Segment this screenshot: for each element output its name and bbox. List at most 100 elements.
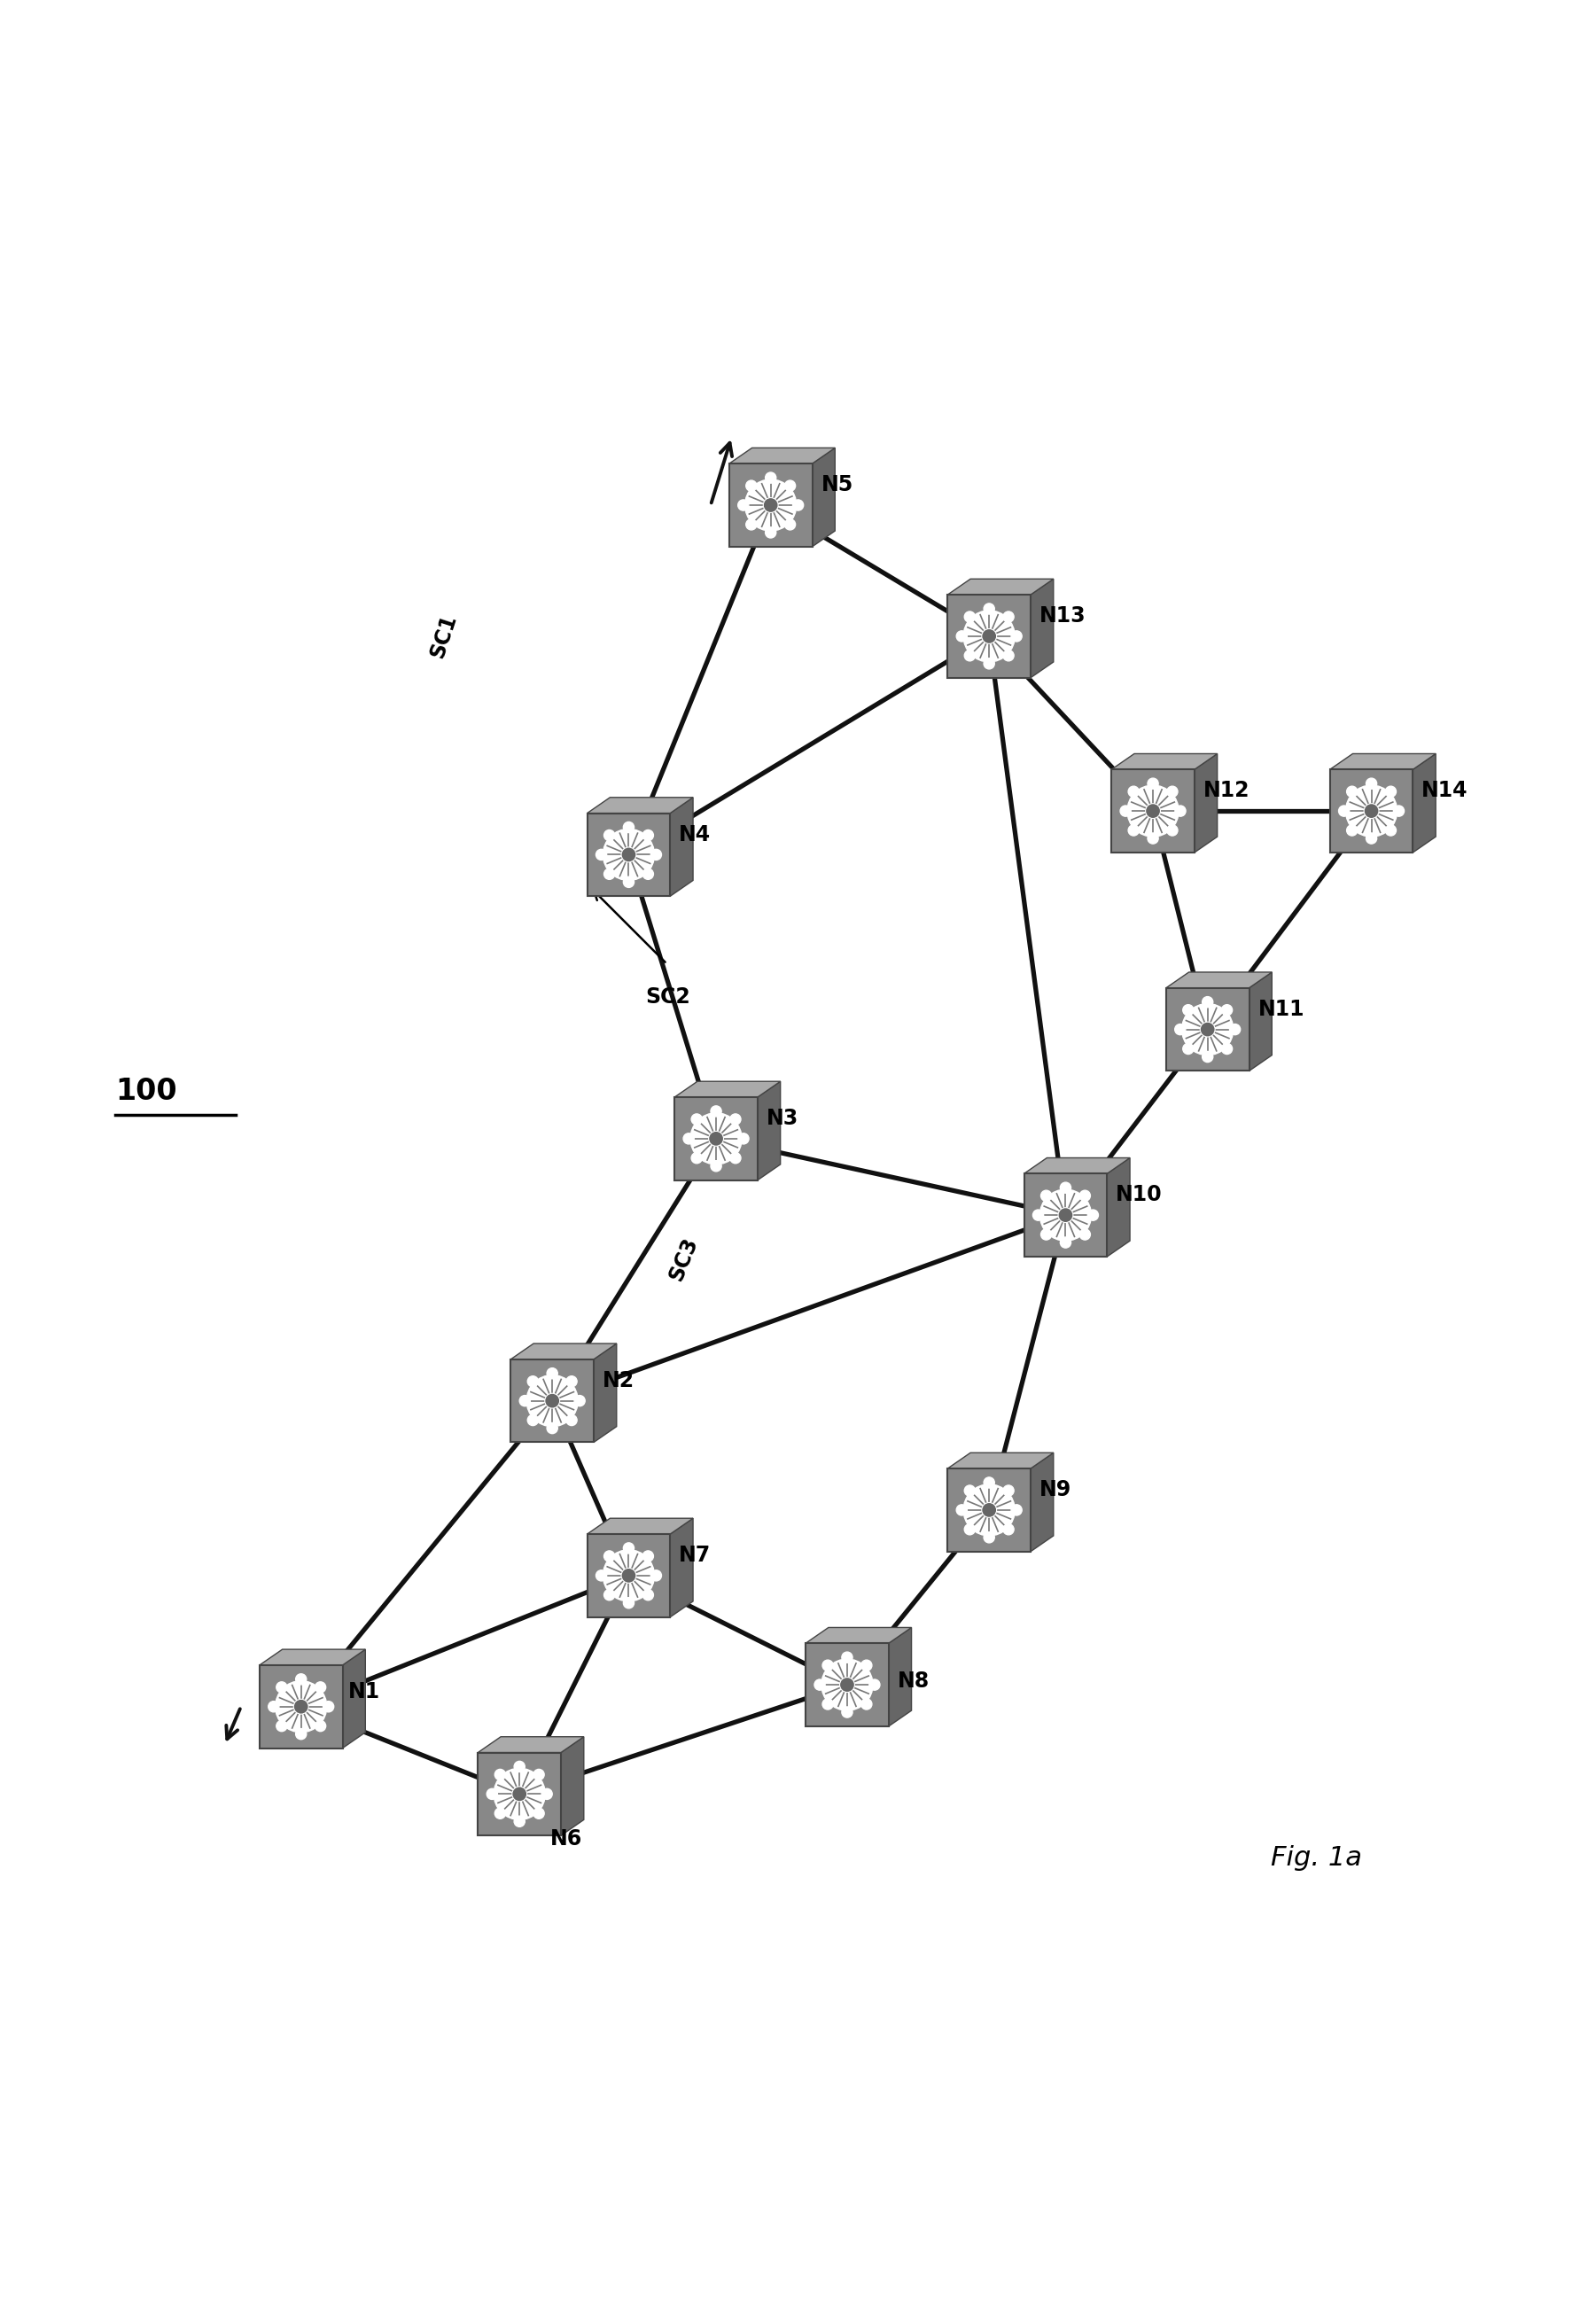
Polygon shape — [758, 1082, 780, 1179]
Circle shape — [964, 610, 1015, 661]
Text: N3: N3 — [766, 1107, 798, 1128]
Circle shape — [862, 1699, 871, 1711]
Text: N14: N14 — [1422, 780, 1468, 801]
Polygon shape — [1031, 578, 1053, 678]
Text: N10: N10 — [1116, 1184, 1162, 1205]
Circle shape — [1183, 1044, 1194, 1054]
Circle shape — [295, 1673, 306, 1685]
Polygon shape — [587, 1518, 693, 1534]
Circle shape — [1041, 1230, 1052, 1239]
Circle shape — [603, 1550, 654, 1601]
Circle shape — [710, 1105, 721, 1116]
Circle shape — [544, 1393, 560, 1409]
Circle shape — [1175, 805, 1186, 817]
Circle shape — [691, 1114, 702, 1126]
Text: N1: N1 — [348, 1680, 380, 1704]
Circle shape — [691, 1114, 742, 1165]
Circle shape — [729, 1114, 741, 1126]
Circle shape — [643, 1590, 653, 1599]
Circle shape — [982, 1502, 996, 1518]
Circle shape — [1004, 610, 1013, 622]
Circle shape — [514, 1815, 525, 1827]
Polygon shape — [1031, 1453, 1053, 1550]
Circle shape — [1385, 787, 1396, 796]
Circle shape — [1060, 1237, 1071, 1249]
Text: N7: N7 — [678, 1546, 712, 1567]
Circle shape — [822, 1660, 833, 1671]
Circle shape — [745, 480, 796, 532]
Polygon shape — [670, 1518, 693, 1618]
Bar — [948, 594, 1031, 678]
Circle shape — [567, 1376, 578, 1388]
Polygon shape — [1412, 754, 1436, 852]
Text: N11: N11 — [1258, 998, 1304, 1019]
Circle shape — [575, 1395, 586, 1407]
Circle shape — [1167, 787, 1178, 796]
Circle shape — [766, 473, 776, 483]
Circle shape — [541, 1789, 552, 1799]
Circle shape — [983, 659, 994, 668]
Polygon shape — [889, 1627, 911, 1727]
Circle shape — [1128, 824, 1140, 836]
Circle shape — [621, 847, 637, 861]
Circle shape — [1365, 803, 1379, 819]
Circle shape — [603, 831, 614, 840]
Circle shape — [514, 1762, 525, 1771]
Text: N6: N6 — [551, 1829, 583, 1850]
Circle shape — [793, 499, 803, 511]
Circle shape — [964, 610, 975, 622]
Circle shape — [527, 1374, 578, 1427]
Circle shape — [322, 1701, 334, 1713]
Circle shape — [983, 1532, 994, 1543]
Circle shape — [964, 1525, 975, 1534]
Polygon shape — [670, 798, 693, 896]
Circle shape — [314, 1683, 326, 1692]
Circle shape — [533, 1769, 544, 1780]
Circle shape — [1202, 996, 1213, 1007]
Circle shape — [651, 849, 661, 861]
Polygon shape — [343, 1650, 365, 1748]
Circle shape — [1120, 805, 1132, 817]
Polygon shape — [594, 1344, 616, 1441]
Circle shape — [1339, 805, 1349, 817]
Circle shape — [737, 499, 749, 511]
Circle shape — [683, 1133, 694, 1144]
Polygon shape — [1025, 1158, 1130, 1174]
Circle shape — [621, 1569, 637, 1583]
Bar — [477, 1752, 560, 1836]
Circle shape — [745, 480, 757, 492]
Circle shape — [841, 1706, 852, 1718]
Circle shape — [1175, 1024, 1186, 1035]
Circle shape — [519, 1395, 530, 1407]
Circle shape — [983, 603, 994, 615]
Polygon shape — [1250, 972, 1272, 1070]
Circle shape — [964, 650, 975, 661]
Text: 100: 100 — [115, 1077, 177, 1105]
Circle shape — [533, 1808, 544, 1820]
Circle shape — [603, 1550, 614, 1562]
Circle shape — [493, 1769, 546, 1820]
Bar — [511, 1360, 594, 1441]
Circle shape — [982, 629, 996, 643]
Circle shape — [643, 1550, 653, 1562]
Circle shape — [595, 1571, 606, 1581]
Text: Fig. 1a: Fig. 1a — [1270, 1845, 1363, 1871]
Polygon shape — [948, 578, 1053, 594]
Circle shape — [822, 1660, 873, 1711]
Circle shape — [691, 1154, 702, 1163]
Text: SC3: SC3 — [666, 1235, 702, 1284]
Circle shape — [1345, 784, 1396, 836]
Circle shape — [1041, 1188, 1092, 1242]
Circle shape — [528, 1376, 538, 1388]
Circle shape — [1060, 1181, 1071, 1193]
Circle shape — [268, 1701, 279, 1713]
Circle shape — [1366, 778, 1377, 789]
Circle shape — [1012, 1504, 1021, 1516]
Circle shape — [603, 868, 614, 880]
Circle shape — [785, 480, 795, 492]
Polygon shape — [477, 1736, 584, 1752]
Circle shape — [1004, 1525, 1013, 1534]
Polygon shape — [1108, 1158, 1130, 1256]
Circle shape — [1202, 1051, 1213, 1063]
Circle shape — [737, 1133, 749, 1144]
